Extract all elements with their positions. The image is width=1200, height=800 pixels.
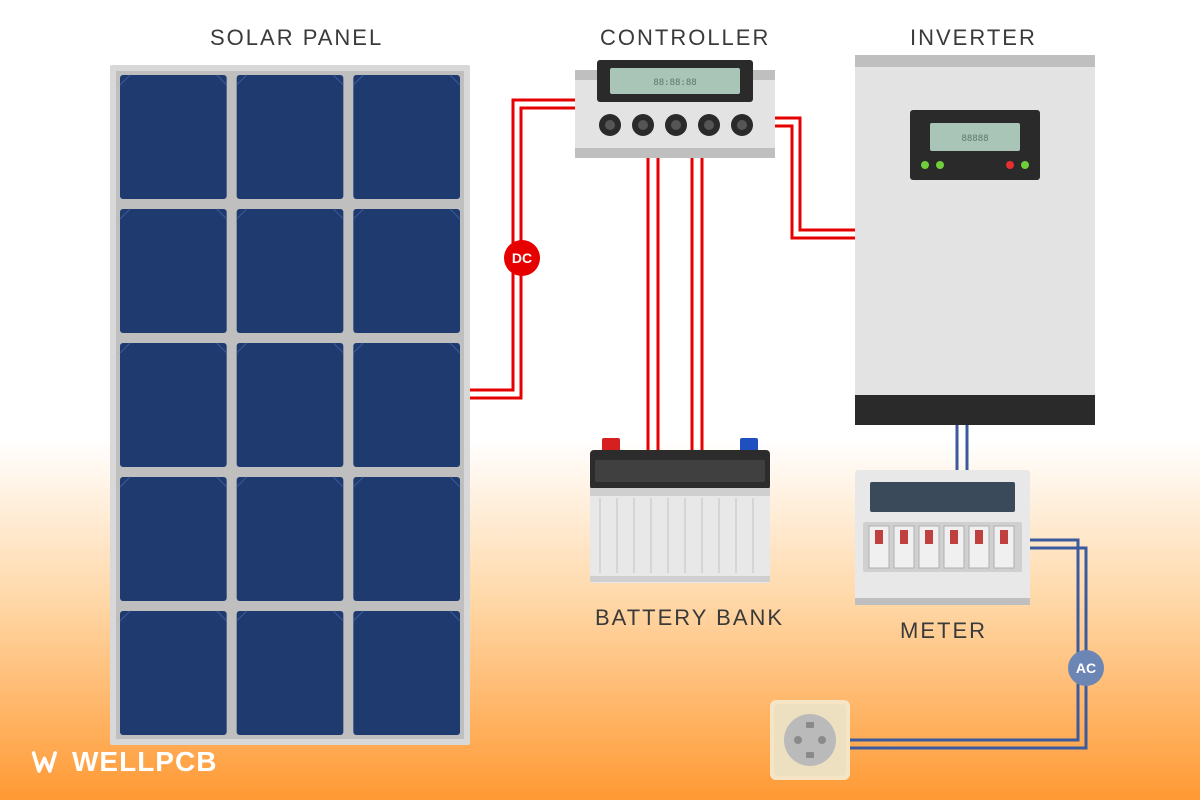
dc-badge: DC xyxy=(504,240,540,276)
brand-logo: WELLPCB xyxy=(30,744,217,780)
controller-icon: 88:88:88 xyxy=(575,60,775,158)
svg-text:88:88:88: 88:88:88 xyxy=(653,78,696,88)
logo-mark-icon xyxy=(30,744,66,780)
solar-panel-icon xyxy=(110,65,470,745)
label-controller: CONTROLLER xyxy=(600,25,770,51)
label-battery-bank: BATTERY BANK xyxy=(595,605,784,631)
battery-icon xyxy=(590,438,770,588)
logo-text: WELLPCB xyxy=(72,746,217,778)
ac-badge: AC xyxy=(1068,650,1104,686)
outlet-icon xyxy=(770,700,850,780)
svg-text:88888: 88888 xyxy=(961,134,988,144)
label-inverter: INVERTER xyxy=(910,25,1037,51)
label-solar-panel: SOLAR PANEL xyxy=(210,25,383,51)
label-meter: METER xyxy=(900,618,987,644)
inverter-icon: 88888 xyxy=(855,55,1095,425)
meter-icon xyxy=(855,470,1030,605)
